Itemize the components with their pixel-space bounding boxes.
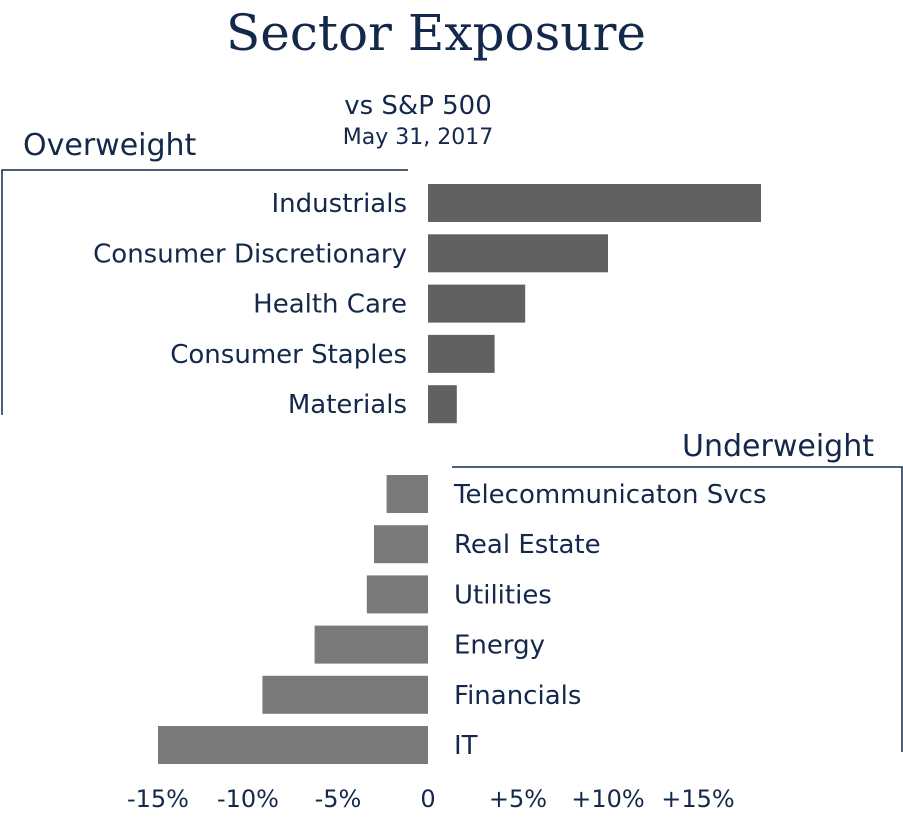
bar-overweight-4 [428,385,457,424]
category-label-underweight-2: Utilities [454,580,552,610]
chart-subtitle: vs S&P 500 [344,91,492,121]
x-tick-label: 0 [420,785,435,813]
underweight-label: Underweight [682,429,874,464]
underweight-bars: Telecommunicaton Svcs Real Estate Utilitie… [158,475,767,764]
x-axis-ticks: -15% -10% -5% 0 +5% +10% +15% [127,785,735,813]
x-tick-label: +5% [489,785,547,813]
category-label-overweight-3: Consumer Staples [170,340,407,370]
bar-underweight-5 [158,726,428,764]
overweight-bars: Industrials Consumer Discretionary Health … [93,184,761,424]
chart-date: May 31, 2017 [343,125,493,150]
category-label-overweight-0: Industrials [272,189,407,219]
category-label-underweight-5: IT [454,731,478,761]
chart-title: Sector Exposure [226,4,646,62]
category-label-underweight-1: Real Estate [454,530,601,560]
bar-underweight-3 [314,625,428,664]
x-tick-label: -15% [127,785,189,813]
bar-underweight-2 [366,575,428,614]
x-tick-label: +10% [571,785,644,813]
bar-underweight-1 [374,525,428,564]
category-label-underweight-4: Financials [454,681,581,711]
bar-overweight-2 [428,284,526,323]
x-tick-label: -5% [315,785,362,813]
underweight-bracket [452,466,903,752]
bar-overweight-1 [428,234,608,273]
category-label-overweight-2: Health Care [253,290,407,320]
category-label-underweight-3: Energy [454,631,545,661]
x-tick-label: +15% [661,785,734,813]
category-label-overweight-4: Materials [288,390,407,420]
bar-overweight-3 [428,334,495,373]
x-tick-label: -10% [217,785,279,813]
category-label-overweight-1: Consumer Discretionary [93,239,407,269]
bar-underweight-0 [386,475,428,513]
bar-underweight-4 [262,675,428,714]
overweight-label: Overweight [23,128,197,163]
overweight-bracket [1,169,408,415]
category-label-underweight-0: Telecommunicaton Svcs [453,480,767,510]
bar-overweight-0 [428,184,761,222]
